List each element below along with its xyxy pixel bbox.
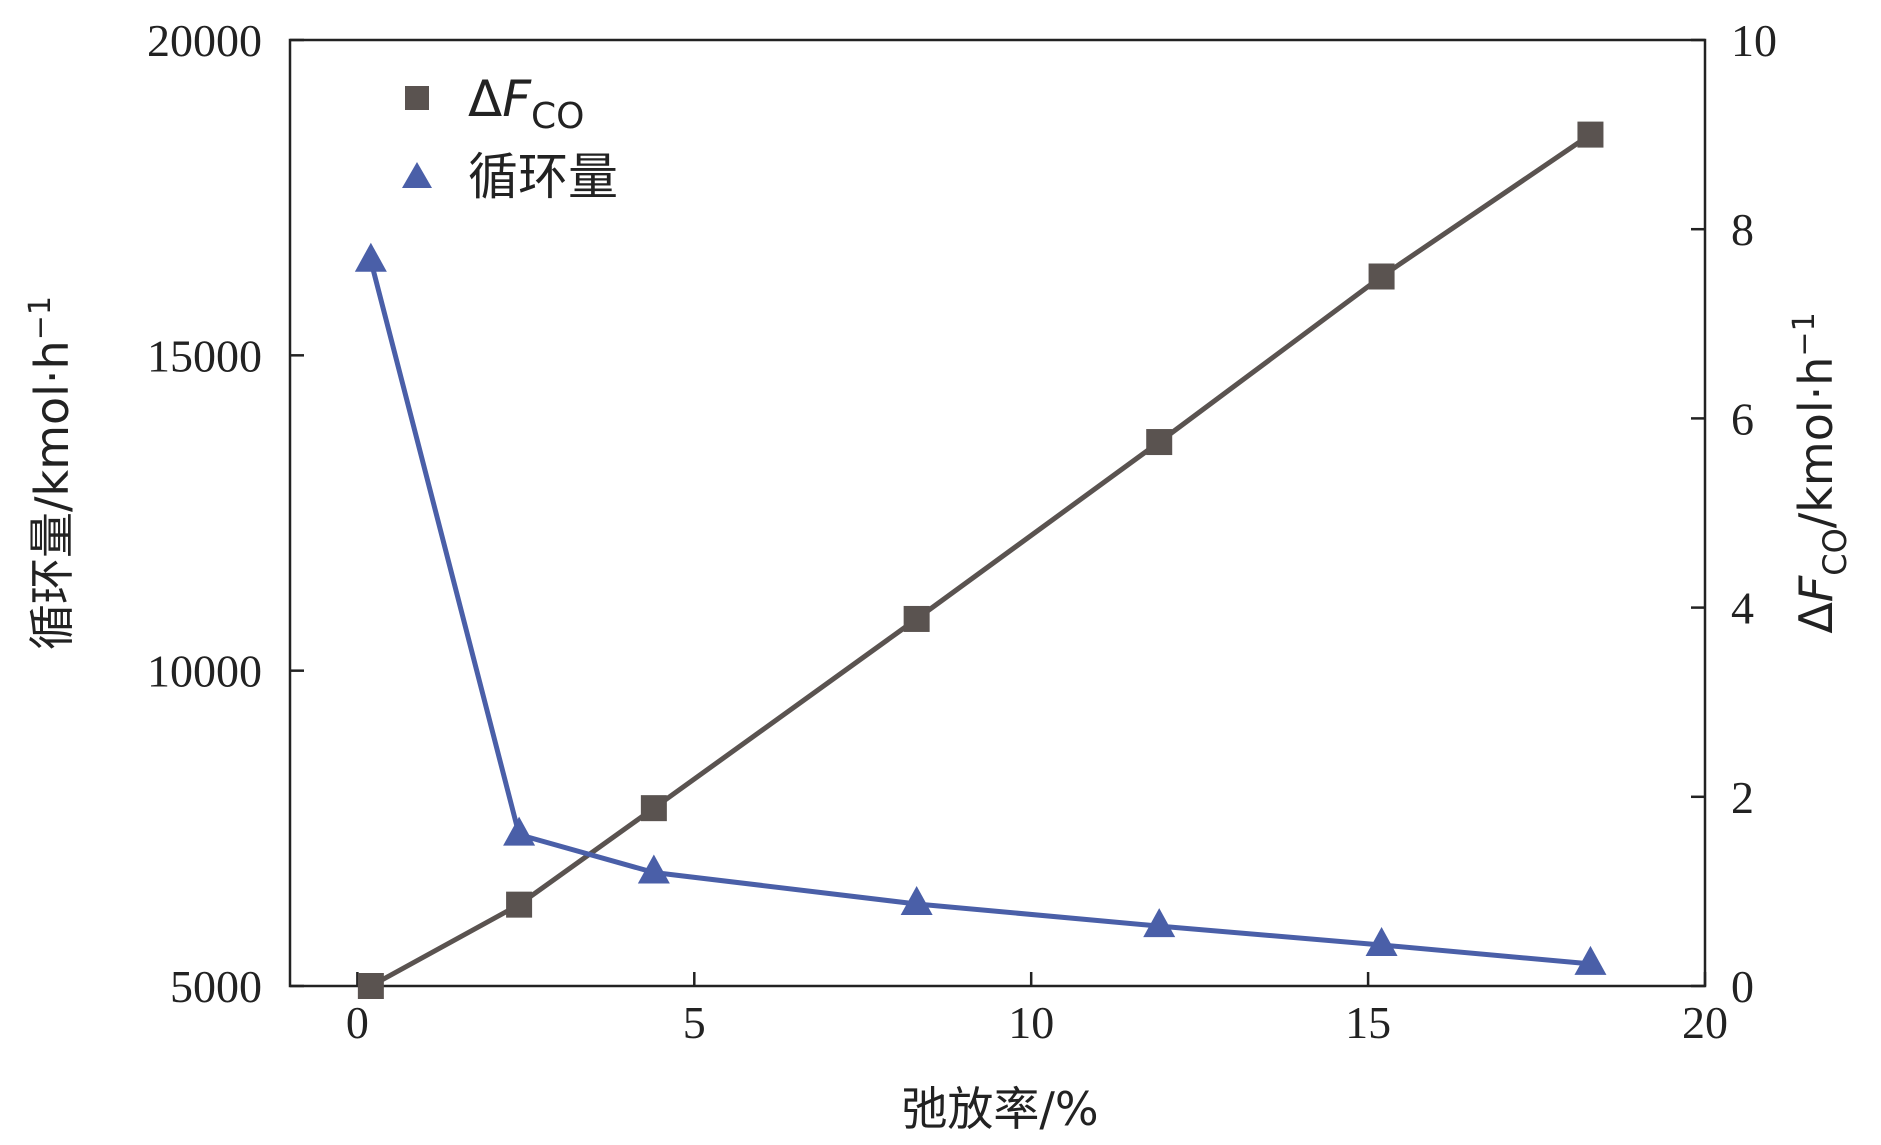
right-y-axis-title-f: F [1789,575,1843,602]
delta-fco-line [369,132,1592,989]
circulation-point [354,242,387,272]
left-y-tick-label: 15000 [147,330,262,381]
right-y-tick-label: 8 [1731,204,1754,255]
plot-area [288,38,1707,988]
x-tick-label: 10 [1008,997,1054,1048]
left-y-axis-title-main: 循环量/kmol·h [25,340,79,650]
left-y-tick-label: 20000 [147,15,262,66]
circulation-point [1574,945,1607,975]
circulation-line [368,260,1591,967]
legend-marker-square [405,86,429,110]
delta-fco-point [1577,121,1604,148]
svg-text:循环量/kmol·h−1: 循环量/kmol·h−1 [23,296,79,650]
right-y-axis-title-unit: /kmol·h [1789,357,1843,529]
series-lines [368,132,1592,989]
series-markers [354,121,1607,999]
circulation-point [1365,927,1398,957]
x-axis-title: 弛放率/% [901,1082,1098,1136]
right-y-axis-title-sub: CO [1816,528,1854,576]
right-y-tick-label: 6 [1731,393,1754,444]
legend-label-circulation: 循环量 [468,148,618,206]
circulation-point [503,816,536,846]
delta-fco-point [1146,429,1173,456]
x-tick-label: 15 [1345,997,1391,1048]
delta-fco-point [640,795,667,822]
right-y-axis-title-sup: −1 [1787,312,1822,356]
right-y-tick-label: 2 [1731,772,1754,823]
circulation-point [637,854,670,884]
x-tick-label: 5 [683,997,706,1048]
delta-fco-point [903,605,930,632]
right-y-axis-title: ΔFCO/kmol·h−1 [1787,312,1854,633]
right-y-tick-label: 4 [1731,583,1754,634]
right-y-tick-label: 0 [1731,961,1754,1012]
plot-frame [288,38,1707,988]
x-tick-label: 20 [1682,997,1728,1048]
right-y-axis: 0 2 4 6 8 10 [1691,15,1777,1012]
circulation-point [900,886,933,916]
delta-fco-point [1368,263,1395,290]
legend-label-delta-f-co: ΔFCO [468,70,584,137]
left-y-axis-title: 循环量/kmol·h−1 [23,296,79,650]
legend: ΔFCO 循环量 [402,70,618,206]
left-y-tick-label: 10000 [147,646,262,697]
delta-fco-point [357,973,384,999]
legend-marker-triangle [402,162,432,188]
right-y-tick-label: 10 [1731,15,1777,66]
left-y-tick-label: 5000 [170,961,262,1012]
x-axis: 0 5 10 15 20 [346,972,1728,1048]
delta-fco-point [506,891,533,918]
right-y-axis-title-delta: Δ [1789,602,1843,634]
x-tick-label: 0 [346,997,369,1048]
circulation-point [1143,908,1176,938]
left-y-axis-title-sup: −1 [23,296,58,340]
svg-text:ΔFCO/kmol·h−1: ΔFCO/kmol·h−1 [1787,312,1854,633]
left-y-axis: 5000 10000 15000 20000 [147,15,304,1012]
